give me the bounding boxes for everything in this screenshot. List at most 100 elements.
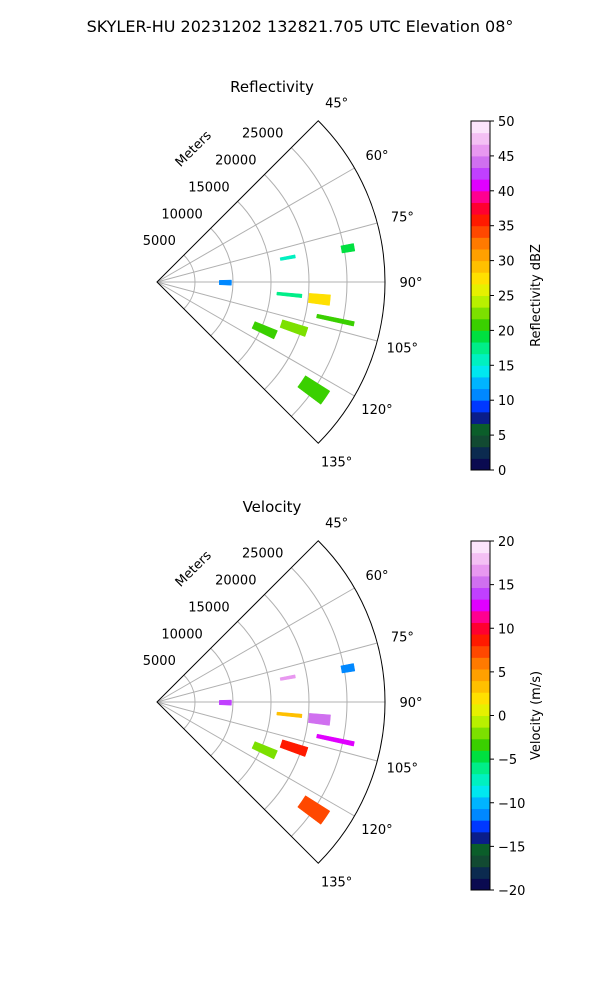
range-tick-label: 20000	[215, 574, 256, 589]
colorbar-swatch	[471, 599, 490, 612]
colorbar-swatch	[471, 843, 490, 856]
colorbar-swatch	[471, 785, 490, 798]
echo-cell	[276, 291, 303, 298]
echo-cell	[279, 254, 296, 261]
velocity-title: Velocity	[243, 498, 302, 516]
colorbar-swatch	[471, 773, 490, 786]
colorbar-swatch	[471, 260, 490, 273]
azimuth-gridline	[156, 167, 355, 283]
colorbar-tick-label: 10	[498, 394, 515, 409]
colorbar-swatch	[471, 423, 490, 436]
range-tick-label: 15000	[188, 600, 229, 615]
echo-cell	[219, 279, 232, 286]
colorbar-swatch	[471, 248, 490, 262]
colorbar-tick-label: 0	[498, 710, 506, 725]
azimuth-tick-label: 90°	[399, 696, 422, 711]
colorbar-swatch	[471, 353, 490, 366]
colorbar-swatch	[471, 622, 490, 635]
echo-cell	[279, 739, 309, 757]
colorbar-label: Velocity (m/s)	[529, 671, 544, 760]
colorbar-swatch	[471, 225, 490, 238]
azimuth-tick-label: 105°	[387, 762, 418, 777]
colorbar-swatch	[471, 820, 490, 833]
colorbar-swatch	[471, 750, 490, 763]
echo-cell	[316, 733, 355, 747]
colorbar-swatch	[471, 307, 490, 320]
azimuth-tick-label: 75°	[391, 630, 414, 645]
range-tick-label: 10000	[161, 627, 202, 642]
colorbar-swatch	[471, 167, 490, 180]
colorbar-swatch	[471, 855, 490, 868]
range-tick-label: 5000	[143, 234, 176, 249]
azimuth-tick-label: 60°	[365, 149, 388, 164]
echo-cell	[276, 711, 303, 718]
azimuth-tick-label: 135°	[321, 876, 352, 891]
echo-cell	[219, 699, 232, 706]
colorbar-swatch	[471, 715, 490, 728]
azimuth-tick-label: 135°	[321, 456, 352, 471]
colorbar-swatch	[471, 692, 490, 705]
echo-cell	[279, 319, 309, 337]
echo-cell	[251, 741, 278, 760]
figure-title: SKYLER-HU 20231202 132821.705 UTC Elevat…	[87, 17, 514, 36]
range-tick-label: 10000	[161, 207, 202, 222]
colorbar-swatch	[471, 703, 490, 716]
colorbar-swatch	[471, 808, 490, 821]
colorbar-swatch	[471, 668, 490, 682]
colorbar-swatch	[471, 458, 490, 471]
colorbar-swatch	[471, 295, 490, 308]
azimuth-tick-label: 120°	[361, 823, 392, 838]
echo-cell	[297, 795, 331, 825]
colorbar-tick-label: 20	[498, 535, 515, 550]
colorbar-swatch	[471, 318, 490, 331]
colorbar-tick-label: −5	[498, 753, 517, 768]
colorbar-tick-label: 20	[498, 324, 515, 339]
colorbar-swatch	[471, 552, 490, 565]
range-tick-label: 25000	[242, 127, 283, 142]
range-tick-label: 15000	[188, 180, 229, 195]
colorbar-swatch	[471, 541, 490, 554]
colorbar-swatch	[471, 575, 490, 589]
colorbar-swatch	[471, 796, 490, 810]
colorbar-swatch	[471, 400, 490, 413]
reflectivity-title: Reflectivity	[230, 78, 314, 96]
echo-cell	[279, 674, 296, 681]
colorbar-swatch	[471, 155, 490, 169]
colorbar-tick-label: 5	[498, 429, 506, 444]
colorbar-swatch	[471, 634, 490, 647]
echo-cell	[340, 663, 356, 674]
colorbar-swatch	[471, 680, 490, 693]
azimuth-gridline	[156, 281, 378, 342]
colorbar-swatch	[471, 342, 490, 355]
sector-frame	[156, 120, 386, 444]
colorbar-tick-label: 0	[498, 464, 506, 479]
sector-frame	[156, 540, 386, 864]
colorbar-swatch	[471, 738, 490, 751]
colorbar-tick-label: 45	[498, 150, 515, 165]
colorbar-swatch	[471, 283, 490, 296]
colorbar-swatch	[471, 762, 490, 775]
azimuth-gridline	[156, 701, 355, 817]
azimuth-tick-label: 90°	[399, 276, 422, 291]
colorbar-tick-label: 30	[498, 255, 515, 270]
colorbar-swatch	[471, 388, 490, 401]
colorbar-swatch	[471, 237, 490, 250]
colorbar-swatch	[471, 214, 490, 227]
azimuth-tick-label: 60°	[365, 569, 388, 584]
azimuth-gridline	[156, 222, 378, 283]
range-tick-label: 20000	[215, 154, 256, 169]
colorbar-swatch	[471, 179, 490, 192]
azimuth-gridline	[156, 701, 378, 762]
colorbar-tick-label: 35	[498, 220, 515, 235]
colorbar-swatch	[471, 121, 490, 134]
colorbar-tick-label: 10	[498, 622, 515, 637]
echo-cell	[308, 713, 331, 726]
colorbar-label: Reflectivity dBZ	[529, 244, 544, 347]
azimuth-tick-label: 45°	[325, 96, 348, 111]
colorbar-tick-label: 25	[498, 290, 515, 305]
colorbar-swatch	[471, 866, 490, 879]
reflectivity-panel: Reflectivity 5000 10000 15000 20000 25000 Met…	[143, 78, 544, 479]
azimuth-tick-label: 105°	[387, 342, 418, 357]
colorbar-swatch	[471, 657, 490, 670]
